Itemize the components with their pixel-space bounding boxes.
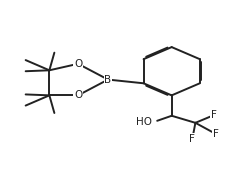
Text: F: F: [210, 110, 216, 120]
Text: HO: HO: [135, 117, 151, 127]
Text: O: O: [74, 59, 82, 69]
Text: F: F: [212, 129, 218, 139]
Text: O: O: [74, 90, 82, 100]
Text: F: F: [189, 134, 194, 144]
Text: B: B: [104, 75, 111, 85]
